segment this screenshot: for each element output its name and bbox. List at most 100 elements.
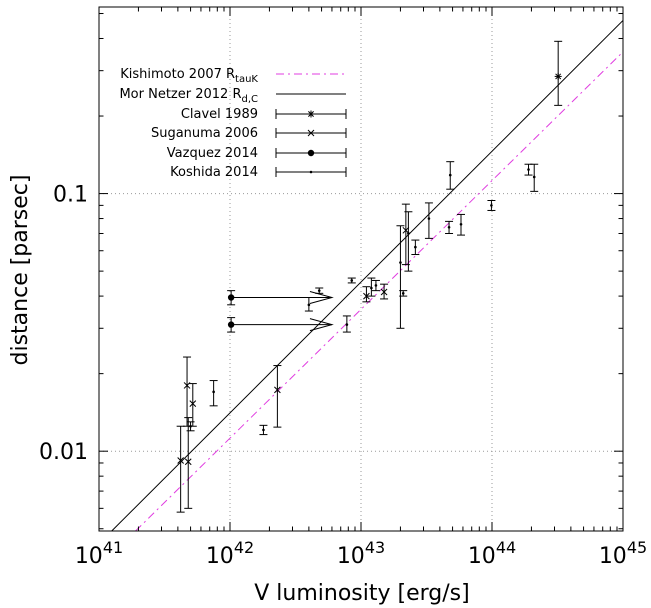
small-dot: [401, 292, 405, 295]
small-dot: [370, 286, 373, 290]
data-point: [176, 425, 185, 513]
data-point: [457, 213, 466, 236]
dot-marker: [427, 217, 431, 220]
x-marker: [177, 457, 184, 464]
dot-marker: [309, 170, 313, 174]
small-dot: [262, 428, 265, 432]
star-stroke: [308, 111, 314, 117]
data-point: [304, 297, 313, 312]
small-dot: [448, 173, 452, 177]
small-dot: [527, 168, 530, 171]
x-marker: [363, 292, 370, 300]
small-dot: [350, 279, 354, 282]
data-point: [530, 163, 539, 192]
x-tick-label: 1044: [468, 538, 516, 569]
legend: Kishimoto 2007 RtauK Mor Netzer 2012 Rd,C…: [119, 67, 347, 180]
data-point: [227, 290, 334, 306]
model-line: [135, 51, 623, 531]
x-tick-label: 1042: [206, 538, 254, 569]
x-stroke: [402, 226, 410, 234]
data-point: [367, 277, 376, 297]
dot-marker: [447, 225, 451, 229]
x-stroke: [307, 129, 315, 137]
legend-label: Kishimoto 2007 RtauK: [120, 67, 258, 85]
x-tick-label: 1041: [75, 538, 123, 569]
data-point: [371, 279, 380, 292]
dot-marker: [374, 284, 378, 287]
data-point: [183, 356, 192, 427]
dot-marker: [399, 261, 402, 264]
dot-marker: [532, 175, 536, 179]
dot-marker: [262, 428, 265, 432]
small-dot: [399, 261, 402, 264]
small-dot: [317, 289, 321, 292]
dot-marker: [448, 173, 452, 177]
dot-marker: [490, 204, 493, 207]
small-dot: [189, 424, 192, 428]
x-axis-title: V luminosity [erg/s]: [254, 581, 469, 606]
data-point: [209, 380, 218, 407]
dot-marker: [189, 424, 192, 428]
plot-border: [98, 6, 624, 532]
model-line: [111, 20, 623, 531]
small-dot: [490, 204, 493, 207]
dot-marker: [350, 279, 354, 282]
dot-marker: [459, 222, 463, 226]
y-tick-label: 0.01: [39, 440, 88, 465]
dot-marker: [414, 245, 417, 249]
legend-label: Vazquez 2014: [167, 146, 258, 161]
circle-dot: [307, 149, 315, 157]
x-stroke: [184, 458, 192, 466]
dot-marker: [527, 168, 530, 171]
dot-marker: [401, 292, 405, 295]
small-dot: [212, 390, 215, 394]
circle-marker: [307, 149, 315, 157]
x-stroke: [363, 292, 370, 300]
small-dot: [427, 217, 431, 220]
data-point: [259, 424, 268, 436]
dot-marker: [370, 286, 373, 290]
x-tick-label: 1045: [599, 538, 647, 569]
model-lines: [111, 20, 623, 531]
star-marker: [554, 72, 562, 80]
small-dot: [447, 225, 451, 229]
data-point: [315, 287, 324, 294]
data-point: [554, 40, 563, 106]
small-dot: [407, 232, 410, 235]
data-point: [399, 290, 408, 297]
x-marker: [274, 386, 281, 394]
data-point: [396, 225, 405, 329]
x-stroke: [274, 386, 281, 394]
data-point: [362, 286, 371, 303]
dot-marker: [212, 390, 215, 394]
data-point: [184, 417, 193, 509]
data-point: [404, 211, 413, 272]
data-point: [424, 202, 433, 239]
data-point: [411, 239, 420, 256]
data-point: [487, 200, 496, 211]
axis-ticks: 1041 1042 1043 1044 1045 0.01 0.1: [39, 7, 647, 569]
star-stroke: [555, 73, 562, 80]
data-point: [445, 220, 454, 234]
data-point: [342, 315, 351, 333]
x-marker: [189, 400, 197, 407]
data-point: [188, 383, 197, 427]
x-tick-label: 1043: [337, 538, 385, 569]
small-dot: [345, 323, 349, 326]
small-dot: [374, 284, 378, 287]
data-point: [380, 283, 389, 300]
small-dot: [532, 175, 536, 179]
plot-frame: [98, 6, 624, 532]
small-dot: [459, 222, 463, 226]
data-points: [176, 40, 563, 513]
legend-label: Mor Netzer 2012 Rd,C: [119, 87, 258, 105]
arrow-head: [309, 318, 334, 332]
y-tick-label: 0.1: [53, 183, 88, 208]
x-marker: [184, 458, 192, 466]
legend-label: Koshida 2014: [170, 165, 258, 180]
data-point: [273, 365, 282, 428]
dot-marker: [345, 323, 349, 326]
small-dot: [309, 170, 313, 174]
x-stroke: [189, 400, 197, 407]
